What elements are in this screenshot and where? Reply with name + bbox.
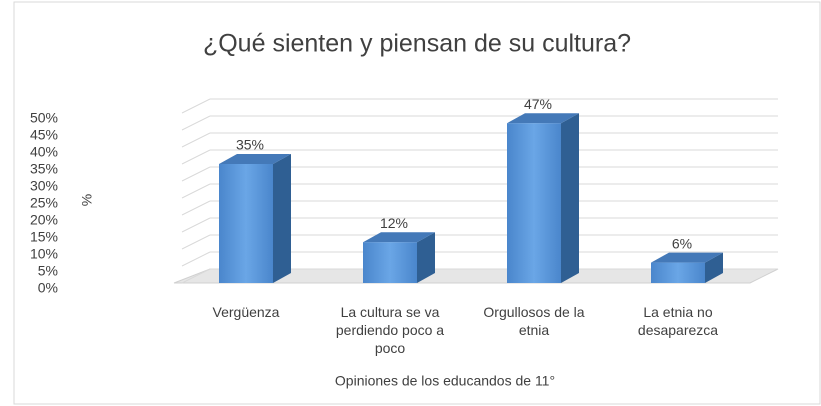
bar-top xyxy=(219,154,291,164)
y-tick-label: 15% xyxy=(30,229,58,245)
y-tick-label: 50% xyxy=(30,110,58,126)
data-label: 6% xyxy=(672,235,692,251)
x-tick-label: Vergüenza xyxy=(212,304,280,320)
bar-top xyxy=(507,113,579,124)
grid-line-side xyxy=(181,251,211,267)
x-axis-label: Opiniones de los educandos de 11° xyxy=(335,373,555,389)
y-tick-label: 5% xyxy=(38,263,58,279)
bar xyxy=(651,262,705,283)
y-tick-label: 35% xyxy=(30,161,58,177)
x-tick-label: Orgullosos de la etnia xyxy=(483,304,585,338)
y-tick-label: 10% xyxy=(30,246,58,262)
chart-border xyxy=(13,1,821,405)
bar xyxy=(507,123,561,283)
grid-line-side xyxy=(181,234,211,250)
grid-line-side xyxy=(181,98,211,114)
x-tick-label: La etnia no desaparezca xyxy=(637,304,719,338)
y-tick-label: 0% xyxy=(38,280,58,296)
chart-title: ¿Qué sienten y piensan de su cultura? xyxy=(203,30,631,58)
data-label: 35% xyxy=(236,137,264,153)
data-label: 12% xyxy=(380,215,408,231)
grid-line-side xyxy=(181,115,211,131)
data-label: 47% xyxy=(524,96,552,112)
grid-line-side xyxy=(181,149,211,165)
grid-line-side xyxy=(181,268,211,284)
grid-line-side xyxy=(181,200,211,216)
y-tick-label: 45% xyxy=(30,127,58,143)
y-tick-label: 25% xyxy=(30,195,58,211)
bar-top xyxy=(363,232,435,243)
y-tick-label: 30% xyxy=(30,178,58,194)
bar-top xyxy=(651,252,723,263)
grid-line-side xyxy=(181,183,211,199)
x-tick-label: La cultura se va perdiendo poco a poco xyxy=(335,304,445,356)
grid-line-side xyxy=(181,132,211,148)
bar xyxy=(219,164,273,283)
bar-side xyxy=(561,113,579,283)
bar xyxy=(363,242,417,283)
y-tick-label: 20% xyxy=(30,212,58,228)
bar-side xyxy=(417,232,435,283)
y-axis-label: % xyxy=(79,194,95,206)
grid-line-side xyxy=(181,217,211,233)
grid-line-side xyxy=(181,166,211,182)
bar-side xyxy=(705,252,723,283)
y-tick-label: 40% xyxy=(30,144,58,160)
bar-side xyxy=(273,154,291,283)
